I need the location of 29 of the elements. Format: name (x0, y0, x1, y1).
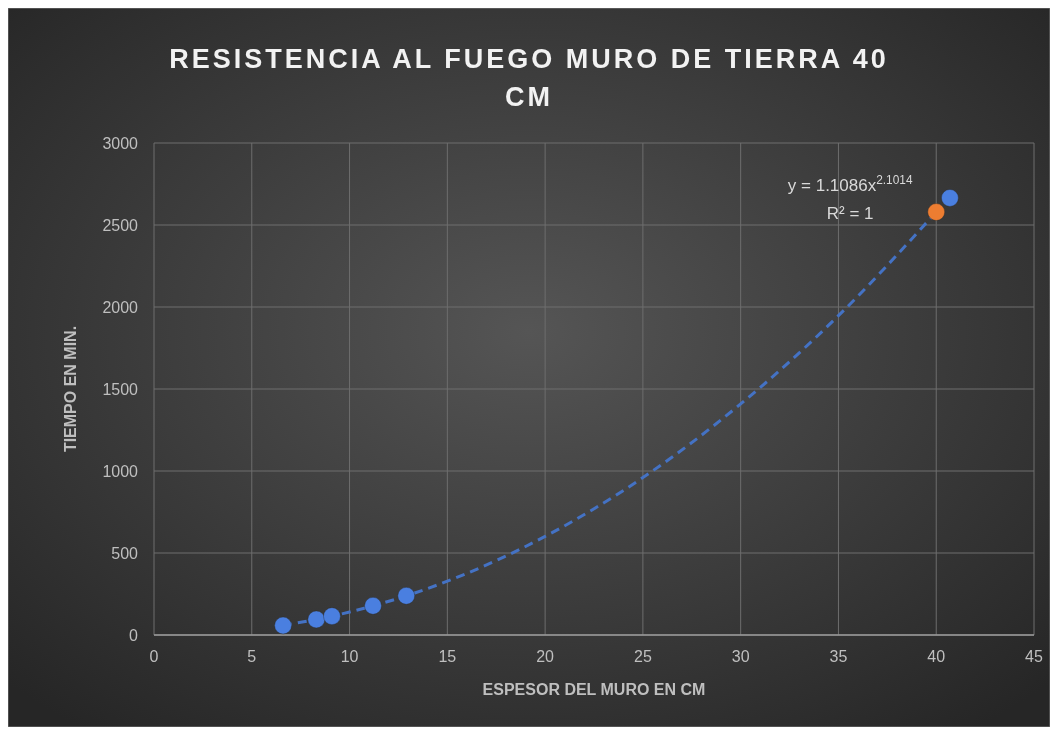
annotation: y = 1.1086x$^{2.1014}$ (787, 173, 913, 195)
annotation: R² = 1 (826, 204, 874, 223)
y-tick-label: 0 (129, 627, 139, 644)
x-axis-title: ESPESOR DEL MURO EN CM (482, 681, 706, 698)
x-tick-label: 10 (340, 648, 359, 665)
x-tick-label: 40 (927, 648, 946, 665)
point (927, 203, 946, 222)
point (397, 586, 416, 605)
y-tick-label: 1500 (102, 381, 139, 398)
x-tick-label: 45 (1025, 648, 1043, 665)
x-tick-label: 35 (829, 648, 848, 665)
point (322, 607, 341, 626)
point (940, 188, 959, 207)
chart-title: RESISTENCIA AL FUEGO MURO DE TIERRA 40 CM (169, 44, 889, 112)
x-tick-label: 25 (633, 648, 652, 665)
x-tick-label: 15 (438, 648, 457, 665)
x-tick-label: 20 (536, 648, 555, 665)
y-axis-title: TIEMPO EN MIN. (62, 325, 79, 453)
y-tick-label: 2500 (102, 217, 139, 234)
x-tick-label: 0 (149, 648, 159, 665)
y-tick-label: 3000 (102, 135, 139, 152)
point (274, 616, 293, 635)
x-tick-label: 5 (247, 648, 257, 665)
y-tick-label: 500 (111, 545, 139, 562)
y-tick-label: 1000 (102, 463, 139, 480)
x-tick-label: 30 (731, 648, 750, 665)
point (307, 610, 326, 629)
y-tick-label: 2000 (102, 299, 139, 316)
point (364, 596, 383, 615)
